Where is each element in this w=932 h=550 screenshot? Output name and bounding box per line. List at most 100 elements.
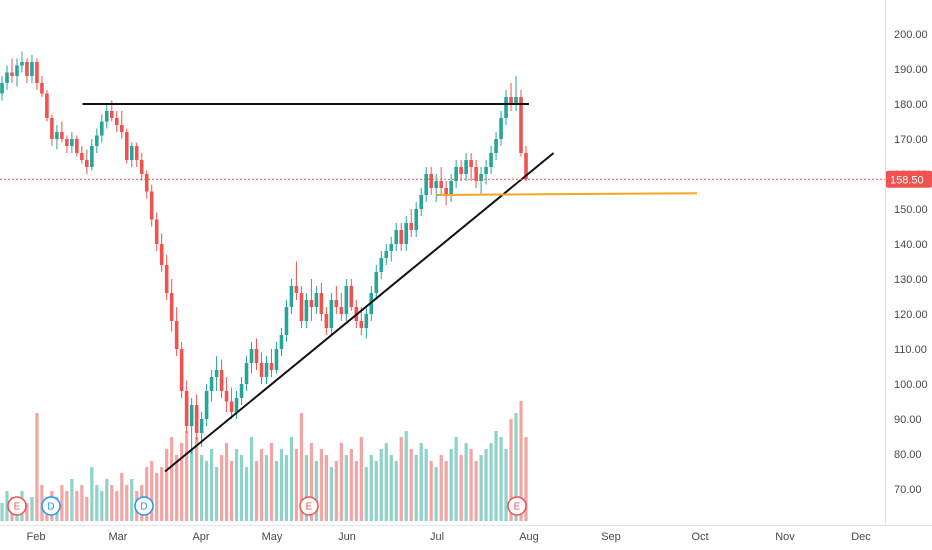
volume-bar bbox=[434, 467, 438, 521]
volume-bar bbox=[170, 437, 174, 521]
volume-bar bbox=[175, 455, 179, 521]
volume-bar bbox=[244, 467, 249, 521]
earnings-event-marker[interactable]: E bbox=[299, 496, 319, 516]
volume-bar bbox=[299, 413, 304, 521]
candle-body bbox=[314, 293, 319, 307]
volume-bar bbox=[160, 467, 164, 521]
candle-body bbox=[154, 219, 159, 244]
volume-bar bbox=[249, 437, 254, 521]
candle-body bbox=[40, 83, 44, 94]
volume-bar bbox=[155, 473, 159, 521]
candle-body bbox=[269, 363, 274, 370]
candle-body bbox=[30, 62, 34, 76]
candle-body bbox=[5, 72, 9, 83]
trendline-line[interactable] bbox=[164, 152, 555, 473]
volume-bar bbox=[224, 443, 229, 521]
candle-body bbox=[519, 97, 523, 153]
candle-body bbox=[294, 286, 299, 293]
candlesticks bbox=[0, 51, 528, 454]
candle-body bbox=[374, 272, 379, 293]
earnings-event-marker[interactable]: E bbox=[7, 496, 27, 516]
volume-bar bbox=[344, 455, 348, 521]
candle-body bbox=[499, 118, 503, 139]
volume-bar bbox=[254, 461, 259, 521]
dividend-event-marker[interactable]: D bbox=[134, 496, 154, 516]
volume-bar bbox=[329, 467, 333, 521]
candle-body bbox=[249, 349, 254, 363]
volume-bar bbox=[324, 455, 328, 521]
candle-body bbox=[45, 93, 49, 118]
volume-bar bbox=[419, 443, 423, 521]
event-label: D bbox=[140, 502, 147, 513]
candle-body bbox=[419, 195, 423, 209]
volume-bar bbox=[110, 485, 114, 521]
candle-body bbox=[144, 174, 149, 192]
time-tick-label: Aug bbox=[519, 531, 539, 543]
volume-bar bbox=[130, 479, 134, 521]
candle-body bbox=[524, 153, 528, 180]
candle-body bbox=[50, 118, 54, 139]
candle-body bbox=[349, 286, 354, 307]
candle-body bbox=[15, 65, 19, 76]
volume-bar bbox=[489, 443, 493, 521]
candle-body bbox=[149, 191, 154, 220]
candle-body bbox=[60, 132, 64, 139]
price-tick-label: 140.00 bbox=[894, 239, 928, 251]
volume-bar bbox=[210, 449, 214, 521]
volume-bar bbox=[269, 443, 274, 521]
candle-body bbox=[444, 188, 448, 195]
last-price-label: 158.50 bbox=[890, 174, 924, 186]
event-label: E bbox=[514, 502, 521, 513]
volume-bar bbox=[399, 437, 403, 521]
drawings[interactable] bbox=[82, 103, 698, 473]
volume-bar bbox=[334, 461, 338, 521]
price-tick-label: 200.00 bbox=[894, 29, 928, 41]
candle-body bbox=[0, 83, 4, 94]
volume-bar bbox=[200, 455, 204, 521]
volume-bar bbox=[304, 455, 309, 521]
candle-body bbox=[359, 321, 364, 328]
candle-body bbox=[394, 230, 399, 244]
candle-body bbox=[264, 363, 269, 377]
last-price-tag: 158.50 bbox=[886, 170, 932, 188]
candle-body bbox=[279, 335, 284, 349]
time-axis[interactable]: Feb Mar Apr May Jun Jul Aug Sep Oct Nov Dec bbox=[27, 531, 872, 543]
candle-body bbox=[259, 363, 264, 377]
candle-body bbox=[324, 314, 329, 328]
candle-body bbox=[339, 307, 344, 314]
volume-bar bbox=[125, 485, 129, 521]
volume-bar bbox=[519, 401, 523, 521]
candle-body bbox=[199, 419, 204, 433]
candle-body bbox=[399, 230, 404, 244]
volume-bar bbox=[145, 467, 149, 521]
volume-bar bbox=[150, 461, 154, 521]
candle-body bbox=[334, 300, 339, 307]
candle-body bbox=[454, 167, 458, 181]
time-tick-label: Nov bbox=[775, 531, 795, 543]
candle-body bbox=[20, 62, 24, 66]
volume-bar bbox=[374, 461, 378, 521]
candle-body bbox=[289, 286, 294, 307]
earnings-event-marker[interactable]: E bbox=[507, 496, 527, 516]
event-label: E bbox=[14, 502, 21, 513]
candle-body bbox=[85, 160, 89, 167]
dividend-event-marker[interactable]: D bbox=[41, 496, 61, 516]
candle-body bbox=[100, 121, 104, 136]
price-axis[interactable]: 200.00190.00180.00170.00160.00150.00140.… bbox=[894, 29, 928, 496]
candle-body bbox=[424, 174, 428, 195]
price-tick-label: 80.00 bbox=[894, 449, 922, 461]
support-line[interactable] bbox=[436, 192, 698, 196]
candle-body bbox=[514, 97, 518, 104]
time-tick-label: Apr bbox=[192, 531, 209, 543]
candle-body bbox=[389, 244, 394, 251]
volume-bar bbox=[259, 449, 264, 521]
volume-bar bbox=[289, 437, 294, 521]
time-tick-label: Dec bbox=[851, 531, 871, 543]
volume-bar bbox=[234, 449, 239, 521]
candle-body bbox=[90, 146, 94, 167]
price-tick-label: 150.00 bbox=[894, 204, 928, 216]
candle-body bbox=[379, 258, 384, 272]
candle-body bbox=[479, 174, 483, 181]
